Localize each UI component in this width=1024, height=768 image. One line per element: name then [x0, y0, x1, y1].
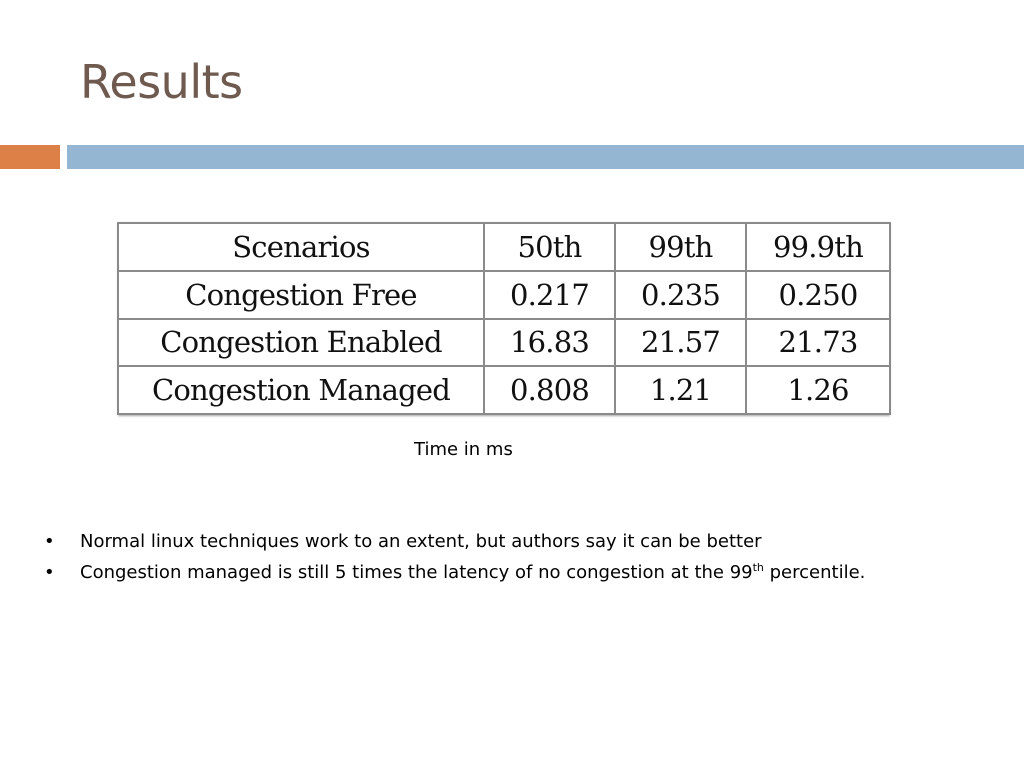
table-cell: 21.57	[614, 317, 747, 368]
header-cell-50th: 50th	[483, 222, 616, 272]
bullet-text-end: percentile.	[763, 562, 866, 583]
bullet-text: Normal linux techniques work to an exten…	[80, 531, 762, 552]
superscript-ordinal: th	[752, 561, 764, 574]
bullet-marker: •	[44, 531, 55, 552]
table-cell: 0.217	[483, 269, 616, 320]
bullet-item: • Congestion managed is still 5 times the…	[44, 557, 1004, 588]
results-table: Scenarios 50th 99th 99.9th Congestion Fr…	[117, 222, 891, 415]
header-cell-99th: 99th	[614, 222, 747, 272]
table-cell: 0.808	[483, 365, 616, 415]
table-cell: Congestion Managed	[117, 365, 485, 415]
bullet-item: • Normal linux techniques work to an exte…	[44, 526, 1004, 557]
table-cell: Congestion Free	[117, 269, 485, 320]
title-underline-bar	[67, 145, 1024, 169]
slide-title: Results	[80, 55, 243, 109]
table-row: Congestion Enabled 16.83 21.57 21.73	[117, 317, 891, 368]
accent-bar	[0, 145, 60, 169]
table-header-row: Scenarios 50th 99th 99.9th	[117, 222, 891, 272]
table-cell: 1.21	[614, 365, 747, 415]
table-caption: Time in ms	[414, 439, 513, 460]
table-cell: 1.26	[745, 365, 891, 415]
header-cell-scenarios: Scenarios	[117, 222, 485, 272]
table-cell: 16.83	[483, 317, 616, 368]
table-cell: 21.73	[745, 317, 891, 368]
header-cell-99-9th: 99.9th	[745, 222, 891, 272]
table-row: Congestion Free 0.217 0.235 0.250	[117, 269, 891, 320]
table-cell: 0.250	[745, 269, 891, 320]
bullet-text: Congestion managed is still 5 times the …	[80, 562, 753, 583]
bullet-list: • Normal linux techniques work to an exte…	[44, 526, 1004, 588]
table-cell: Congestion Enabled	[117, 317, 485, 368]
table-cell: 0.235	[614, 269, 747, 320]
table-row: Congestion Managed 0.808 1.21 1.26	[117, 365, 891, 415]
results-table-image: Scenarios 50th 99th 99.9th Congestion Fr…	[117, 222, 891, 415]
bullet-marker: •	[44, 562, 55, 583]
